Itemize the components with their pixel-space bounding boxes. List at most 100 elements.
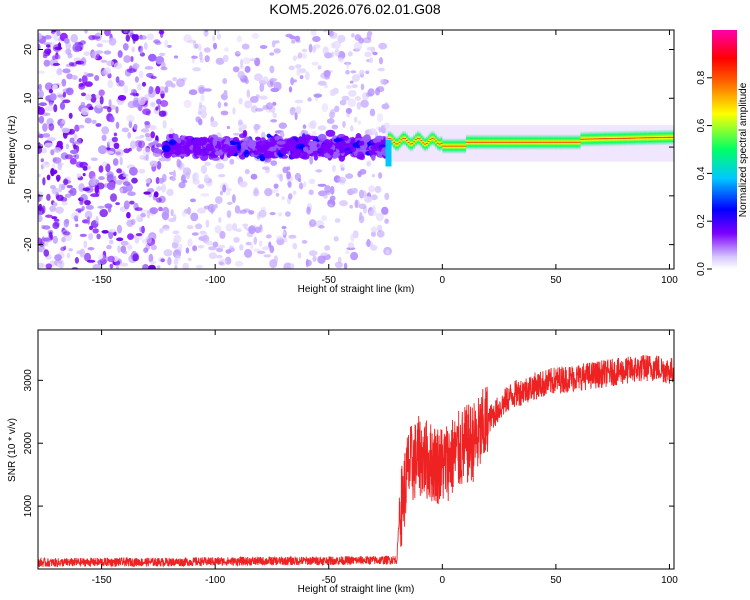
signal-segment: [453, 138, 456, 154]
signal-segment: [460, 138, 463, 154]
noise-blob: [265, 102, 273, 110]
band-blob: [161, 144, 171, 153]
noise-blob: [156, 186, 162, 192]
signal-segment: [426, 135, 428, 152]
noise-blob: [371, 205, 376, 214]
noise-blob: [183, 34, 192, 43]
noise-blob: [290, 107, 296, 112]
noise-blob: [138, 140, 146, 149]
noise-blob: [126, 68, 136, 73]
signal-segment: [647, 130, 650, 146]
noise-blob: [164, 39, 169, 48]
noise-blob: [128, 30, 134, 36]
noise-blob: [347, 98, 357, 108]
noise-blob: [323, 30, 328, 33]
noise-blob: [365, 70, 370, 75]
noise-blob: [328, 30, 334, 37]
noise-blob: [123, 200, 130, 210]
noise-blob: [117, 50, 123, 58]
noise-blob: [212, 35, 216, 42]
noise-blob: [81, 75, 88, 84]
noise-blob: [218, 174, 226, 178]
noise-blob: [140, 213, 146, 218]
noise-blob: [127, 191, 136, 196]
band-blob: [181, 140, 190, 147]
spectrogram-plot-area: [38, 30, 674, 269]
signal-segment: [538, 134, 541, 150]
noise-blob: [155, 85, 161, 95]
noise-blob: [243, 225, 247, 230]
band-blob: [344, 149, 351, 155]
noise-blob: [48, 88, 54, 94]
noise-blob: [110, 193, 117, 202]
band-blob: [163, 150, 172, 159]
noise-blob: [376, 224, 383, 232]
noise-blob: [101, 126, 110, 135]
noise-blob: [259, 83, 265, 92]
noise-blob: [38, 215, 43, 223]
signal-segment: [516, 134, 519, 150]
signal-segment: [564, 134, 567, 150]
band-blob: [317, 133, 327, 142]
noise-blob: [38, 70, 46, 74]
noise-blob: [50, 149, 55, 156]
noise-blob: [53, 218, 60, 222]
noise-blob: [144, 121, 150, 126]
y-tick-label: 3000: [23, 369, 34, 392]
noise-blob: [232, 194, 236, 204]
noise-blob: [67, 52, 73, 59]
noise-blob: [73, 154, 77, 158]
noise-blob: [294, 172, 302, 181]
noise-blob: [311, 219, 315, 225]
noise-blob: [63, 245, 67, 250]
noise-blob: [125, 34, 130, 42]
noise-blob: [366, 238, 371, 248]
noise-blob: [139, 47, 143, 55]
x-tick-label: 50: [550, 575, 562, 586]
signal-segment: [575, 134, 577, 150]
noise-blob: [215, 162, 225, 170]
x-tick-label: -150: [92, 275, 112, 286]
signal-segment: [407, 134, 410, 151]
noise-blob: [257, 250, 266, 254]
noise-blob: [148, 264, 156, 269]
noise-blob: [143, 191, 151, 195]
noise-blob: [364, 196, 373, 203]
noise-blob: [115, 121, 120, 129]
noise-blob: [80, 57, 87, 66]
noise-band: [161, 129, 392, 163]
noise-blob: [90, 93, 97, 103]
signal-segment: [540, 134, 543, 150]
noise-blob: [109, 263, 114, 269]
noise-blob: [64, 154, 74, 160]
noise-blob: [160, 100, 169, 107]
noise-blob: [258, 240, 263, 247]
signal-segment: [542, 134, 545, 150]
noise-blob: [148, 253, 154, 263]
signal-segment: [664, 129, 666, 146]
signal-segment: [620, 130, 623, 147]
noise-blob: [203, 47, 211, 53]
noise-blob: [301, 240, 308, 244]
noise-blob: [245, 241, 252, 246]
y-tick-label: 10: [23, 92, 34, 104]
noise-blob: [326, 118, 335, 124]
signal-segment: [462, 138, 465, 154]
noise-blob: [45, 214, 53, 218]
noise-blob: [145, 154, 149, 162]
noise-blob: [46, 174, 51, 181]
noise-blob: [360, 190, 367, 198]
noise-blob: [244, 78, 249, 84]
noise-blob: [138, 35, 147, 40]
noise-blob: [364, 51, 372, 58]
noise-blob: [63, 219, 69, 227]
noise-blob: [345, 173, 354, 179]
band-blob: [199, 149, 207, 157]
noise-blob: [200, 193, 210, 197]
noise-blob: [41, 237, 51, 242]
noise-blob: [54, 46, 63, 50]
noise-blob: [204, 30, 209, 33]
noise-blob: [269, 78, 278, 82]
noise-blob: [299, 75, 304, 80]
noise-blob: [345, 70, 350, 75]
